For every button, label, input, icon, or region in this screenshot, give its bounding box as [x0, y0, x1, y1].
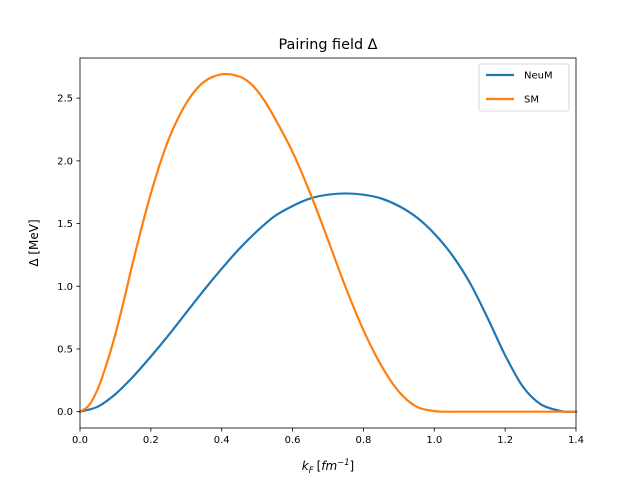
x-tick-label: 1.4	[568, 435, 584, 446]
chart-title: Pairing field Δ	[278, 37, 377, 53]
x-tick-label: 0.2	[143, 435, 159, 446]
plot-frame	[79, 57, 577, 429]
x-axis-ticks: 0.0 0.2 0.4 0.6 0.8 1.0 1.2 1.4	[72, 428, 584, 446]
x-tick-label: 1.2	[497, 435, 513, 446]
legend-items: NeuM SM	[486, 71, 553, 106]
x-axis-label-subscript: F	[309, 465, 314, 475]
x-tick-label: 0.8	[355, 435, 371, 446]
series-line-neum	[78, 192, 578, 414]
y-axis-label: Δ [MeV]	[27, 219, 41, 266]
series-layer	[78, 72, 578, 414]
series-line-sm	[78, 72, 578, 414]
x-tick-label: 0.0	[72, 435, 88, 446]
y-axis-ticks: 0.0 0.5 1.0 1.5 2.0 2.5	[57, 94, 80, 418]
y-tick-label: 2.5	[57, 94, 73, 105]
x-tick-label: 0.4	[214, 435, 230, 446]
y-tick-label: 0.5	[57, 344, 73, 355]
x-axis-label-unit: fm	[321, 459, 337, 473]
y-tick-label: 0.0	[57, 407, 73, 418]
x-axis-label-open-bracket: [	[317, 459, 322, 473]
x-tick-label: 1.0	[426, 435, 442, 446]
y-tick-label: 1.0	[57, 282, 73, 293]
legend: NeuM SM	[478, 63, 570, 112]
x-axis-label-symbol: k	[302, 459, 310, 473]
x-axis-label: kF [fm−1]	[302, 457, 354, 475]
legend-label-sm: SM	[524, 95, 539, 106]
x-axis-label-close-bracket: ]	[350, 459, 355, 473]
plot-background	[80, 58, 576, 428]
x-tick-label: 0.6	[285, 435, 301, 446]
y-tick-label: 2.0	[57, 156, 73, 167]
plot-area	[78, 57, 578, 429]
x-axis-label-exponent: −1	[337, 457, 349, 467]
y-tick-label: 1.5	[57, 219, 73, 230]
legend-label-neum: NeuM	[524, 71, 553, 82]
